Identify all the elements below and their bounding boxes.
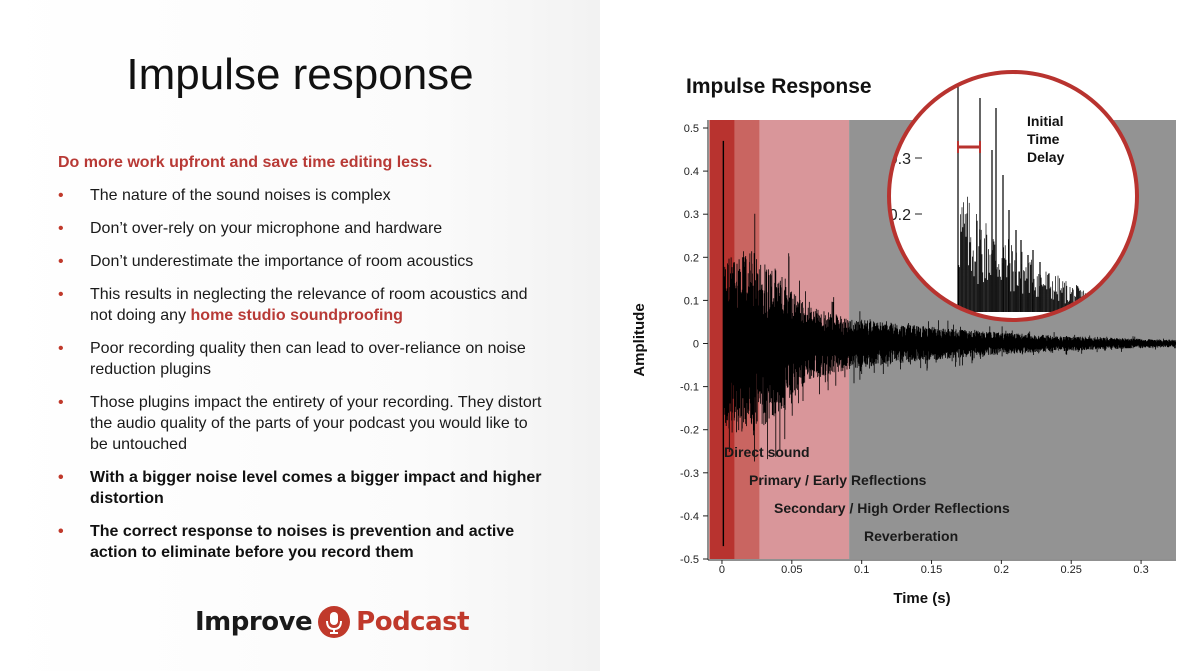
inset-label-line: Time: [1027, 131, 1060, 147]
bullet-item: This results in neglecting the relevance…: [58, 284, 548, 326]
inset-label-line: Delay: [1027, 149, 1065, 165]
y-tick-label: -0.2: [680, 425, 699, 437]
y-tick-label: -0.4: [680, 511, 699, 523]
inset-border: [887, 70, 1139, 322]
improve-podcast-logo: Improve Podcast: [195, 602, 470, 642]
x-tick-label: 0: [719, 564, 725, 576]
inset-y-tick-label: 0.2: [889, 207, 911, 224]
x-tick-label: 0.2: [994, 564, 1009, 576]
x-tick-label: 0.1: [854, 564, 869, 576]
x-tick-label: 0.3: [1133, 564, 1148, 576]
soundproofing-link[interactable]: home studio soundproofing: [190, 307, 403, 324]
bullet-text: This results in neglecting the relevance…: [90, 286, 528, 324]
bullet-item: With a bigger noise level comes a bigger…: [58, 467, 548, 509]
bullet-text: Poor recording quality then can lead to …: [90, 340, 526, 378]
chart-title: Impulse Response: [686, 75, 872, 98]
y-tick-label: -0.5: [680, 554, 699, 566]
logo-word-improve: Improve: [195, 607, 313, 637]
region-labels: Direct sound Primary / Early Reflections S…: [724, 444, 1010, 544]
y-tick-label: 0.1: [684, 295, 699, 307]
slide-title: Impulse response: [126, 50, 474, 99]
region-label: Reverberation: [864, 528, 958, 544]
slide-left-panel: Impulse response Do more work upfront an…: [0, 0, 600, 671]
bullet-text: The nature of the sound noises is comple…: [90, 187, 391, 204]
y-tick-label: -0.1: [680, 382, 699, 394]
bullet-item: The correct response to noises is preven…: [58, 521, 548, 563]
x-tick-label: 0.15: [921, 564, 942, 576]
bullet-text: With a bigger noise level comes a bigger…: [90, 469, 542, 507]
signal-waveform: [722, 140, 1176, 547]
bullet-text: The correct response to noises is preven…: [90, 523, 515, 561]
inset-label-line: Initial: [1027, 113, 1064, 129]
bullet-text: Don’t over-rely on your microphone and h…: [90, 220, 443, 237]
x-axis-label: Time (s): [893, 590, 950, 607]
logo-word-podcast: Podcast: [356, 607, 470, 637]
slide-subtitle: Do more work upfront and save time editi…: [58, 154, 433, 171]
region-label: Primary / Early Reflections: [749, 472, 927, 488]
y-tick-label: 0.4: [684, 166, 699, 178]
bullet-list: The nature of the sound noises is comple…: [58, 185, 548, 575]
bullet-item: Those plugins impact the entirety of you…: [58, 392, 548, 455]
impulse-response-chart: Impulse Response 0.5 0.4 0.3 0.2 0.1 0 -0.1 -0.…: [631, 70, 1176, 607]
inset-background: [889, 72, 1137, 320]
bullet-item: Poor recording quality then can lead to …: [58, 338, 548, 380]
bullet-text: Those plugins impact the entirety of you…: [90, 394, 542, 453]
y-tick-label: 0.3: [684, 209, 699, 221]
region-label: Secondary / High Order Reflections: [774, 500, 1010, 516]
axes: 0.5 0.4 0.3 0.2 0.1 0 -0.1 -0.2 -0.3 -0.4 -0.5 0 0.0…: [680, 120, 1176, 576]
microphone-icon: [318, 606, 351, 638]
y-tick-label: -0.3: [680, 468, 699, 480]
x-tick-label: 0.25: [1061, 564, 1082, 576]
x-tick-label: 0.05: [781, 564, 802, 576]
y-tick-label: 0: [693, 339, 699, 351]
bullet-item: The nature of the sound noises is comple…: [58, 185, 548, 206]
y-axis-label: Amplitude: [631, 303, 648, 376]
signal-trace: [723, 213, 1176, 462]
bullet-item: Don’t underestimate the importance of ro…: [58, 251, 548, 272]
y-tick-label: 0.2: [684, 252, 699, 264]
y-tick-label: 0.5: [684, 123, 699, 135]
region-label: Direct sound: [724, 444, 810, 460]
bullet-text: Don’t underestimate the importance of ro…: [90, 253, 474, 270]
bullet-item: Don’t over-rely on your microphone and h…: [58, 218, 548, 239]
